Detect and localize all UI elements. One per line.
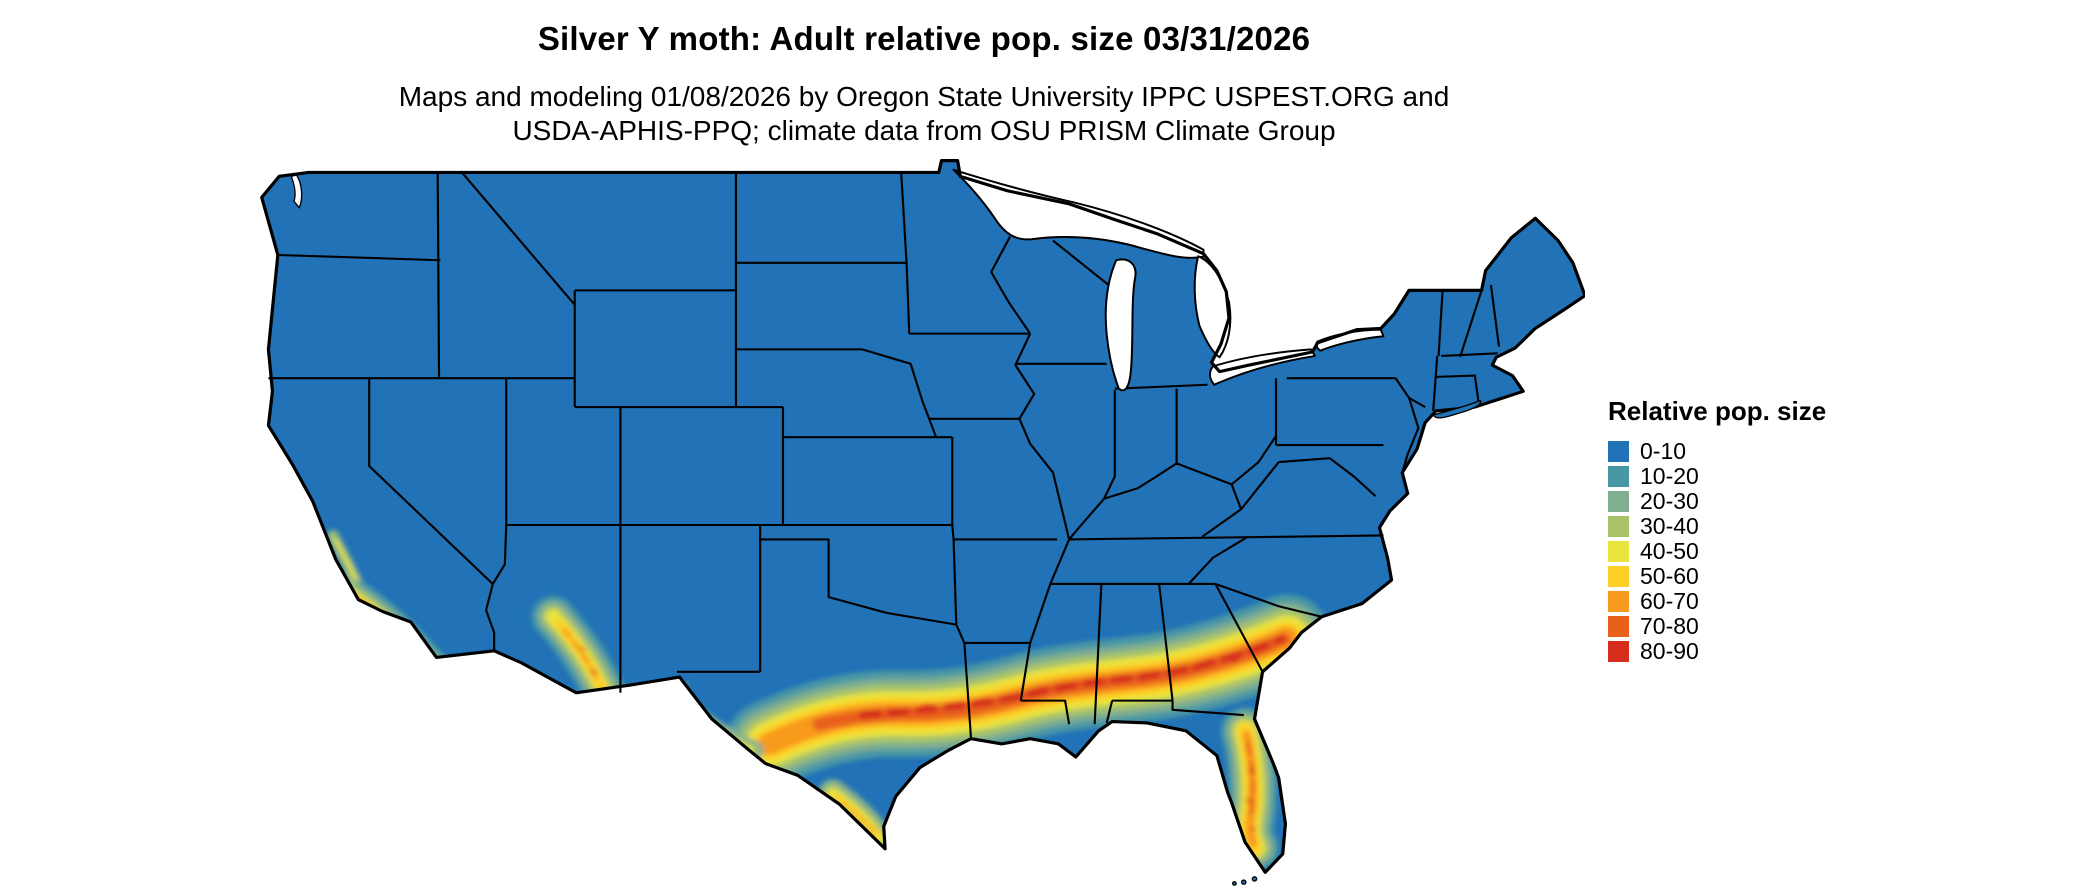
legend-label: 20-30 — [1640, 488, 1699, 514]
legend-label: 50-60 — [1640, 563, 1699, 589]
legend-swatch — [1608, 641, 1629, 662]
legend-swatch — [1608, 466, 1629, 487]
legend-swatch — [1608, 491, 1629, 512]
subtitle-line-1: Maps and modeling 01/08/2026 by Oregon S… — [398, 81, 1450, 112]
legend-label: 80-90 — [1640, 638, 1699, 664]
legend-swatch — [1608, 541, 1629, 562]
legend-item: 20-30 — [1608, 488, 1928, 514]
legend-item: 70-80 — [1608, 613, 1928, 639]
puget-sound — [290, 174, 303, 209]
islands — [1231, 399, 1482, 886]
legend-items: 0-10 10-20 20-30 30-40 40-50 50-60 60-70 70-80 8… — [1608, 438, 1928, 664]
long-island — [1432, 399, 1482, 419]
legend-swatch — [1608, 591, 1629, 612]
legend-swatch — [1608, 616, 1629, 637]
legend-item: 0-10 — [1608, 438, 1928, 464]
subtitle: Maps and modeling 01/08/2026 by Oregon S… — [0, 80, 1848, 148]
florida-keys — [1240, 879, 1247, 885]
legend-item: 50-60 — [1608, 563, 1928, 589]
legend-label: 60-70 — [1640, 588, 1699, 614]
legend-title: Relative pop. size — [1608, 396, 1827, 426]
legend-item: 30-40 — [1608, 513, 1928, 539]
map-area — [255, 158, 1585, 892]
legend-label: 10-20 — [1640, 463, 1699, 489]
page-title: Silver Y moth: Adult relative pop. size … — [537, 20, 1311, 57]
florida-keys — [1251, 876, 1258, 882]
legend-item: 40-50 — [1608, 538, 1928, 564]
legend-label: 30-40 — [1640, 513, 1699, 539]
legend-label: 0-10 — [1640, 438, 1687, 464]
legend-item: 80-90 — [1608, 638, 1928, 664]
legend-label: 40-50 — [1640, 538, 1699, 564]
legend-label: 70-80 — [1640, 613, 1699, 639]
legend-swatch — [1608, 566, 1629, 587]
legend-item: 10-20 — [1608, 463, 1928, 489]
lake-michigan — [1104, 258, 1137, 392]
us-map — [260, 159, 1585, 886]
legend-swatch — [1608, 441, 1629, 462]
state-borders — [268, 171, 1501, 739]
subtitle-line-2: USDA-APHIS-PPQ; climate data from OSU PR… — [512, 115, 1336, 146]
florida-keys — [1231, 881, 1237, 886]
legend-swatch — [1608, 516, 1629, 537]
legend: Relative pop. size 0-10 10-20 20-30 30-40 40… — [1608, 396, 1928, 664]
legend-item: 60-70 — [1608, 588, 1928, 614]
